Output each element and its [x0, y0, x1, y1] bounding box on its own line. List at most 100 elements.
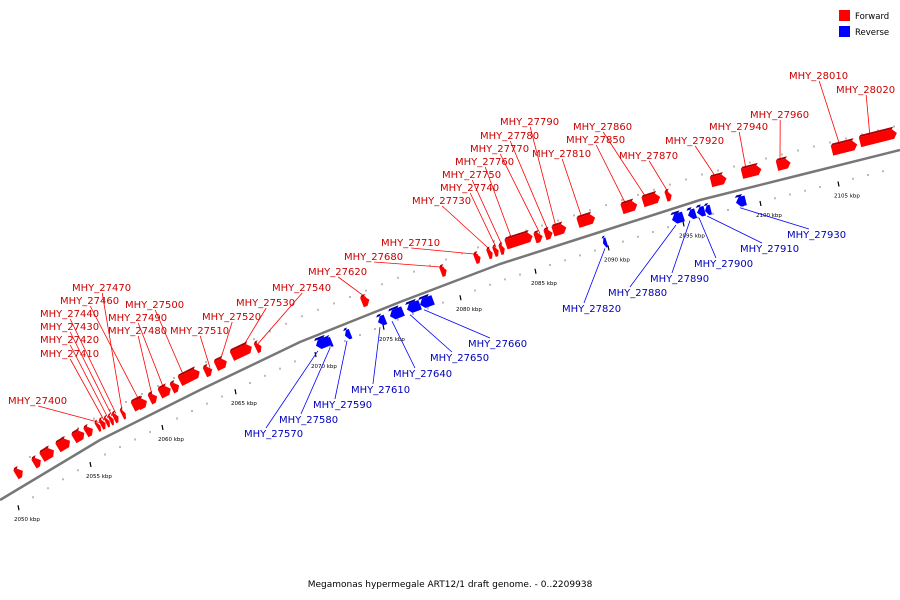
- gene-label: MHY_27890: [650, 274, 709, 285]
- gene-arrow: [736, 195, 747, 207]
- gene-mhy_27820-feature: [601, 235, 609, 248]
- gene-arrow-shade: [830, 138, 854, 146]
- gene-label: MHY_27480: [108, 326, 167, 337]
- tick-label: 2070 kbp: [311, 364, 337, 370]
- leader-line: [706, 215, 763, 244]
- gene-arrow-shade: [576, 211, 592, 219]
- gene-mhy_27920-feature: [709, 172, 727, 188]
- gene-mhy_28020-feature: [858, 126, 897, 148]
- legend-forward-label: Forward: [855, 12, 889, 22]
- gene-label: MHY_27440: [40, 309, 99, 320]
- major-tick: [534, 268, 537, 274]
- gene-label: MHY_27460: [60, 296, 119, 307]
- gene-label: MHY_27650: [430, 353, 489, 364]
- gene-arrow-shade: [253, 340, 258, 345]
- gene-arrow-shade: [504, 230, 529, 240]
- gene-arrow-shade: [858, 126, 894, 138]
- gene-arrow: [147, 393, 158, 405]
- gene-arrow: [98, 419, 106, 430]
- gene-label: MHY_27960: [750, 110, 809, 121]
- gene-mhy_27580-feature: [326, 335, 334, 347]
- backbone: [0, 148, 900, 502]
- leader-line: [561, 158, 583, 219]
- gene-mhy_27590-feature: [343, 327, 353, 340]
- gene-arrow: [620, 200, 638, 215]
- gene-label: MHY_27470: [72, 283, 131, 294]
- gene-arrow-shade: [107, 412, 111, 417]
- gene-mhy_27530-feature: [229, 341, 252, 361]
- leader-line: [469, 192, 497, 248]
- gene-mhy_27490-feature: [157, 383, 171, 399]
- gene-mhy_27460-feature: [130, 395, 146, 412]
- major-tick: [459, 295, 462, 301]
- gene-mhy_27660-feature: [418, 293, 435, 308]
- gene-mhy_27610-feature: [376, 313, 388, 326]
- gene-arrow-shade: [686, 207, 692, 211]
- gene-arrow: [473, 253, 481, 265]
- gene-arrow: [705, 204, 713, 216]
- major-tick: [682, 221, 685, 227]
- gene-arrow-shade: [439, 263, 444, 268]
- gene-arrow-shade: [94, 419, 97, 424]
- gene-arrow: [213, 358, 227, 371]
- gene-arrow: [202, 366, 213, 378]
- gene-arrow: [407, 300, 422, 313]
- gene-arrow-shade: [709, 172, 723, 178]
- gene-label: MHY_27430: [40, 322, 99, 333]
- gene-mhy_27760-feature: [504, 230, 533, 250]
- gene-mhy_27540-feature: [253, 340, 262, 354]
- tick-label: 2090 kbp: [604, 257, 630, 263]
- gene-mhy_27940-feature: [740, 162, 762, 179]
- leader-line: [101, 292, 123, 411]
- gene-arrow-shade: [734, 194, 743, 198]
- gene-mhy_27790-feature: [551, 221, 567, 237]
- gene-arrow-shade: [177, 366, 195, 378]
- major-tick: [607, 245, 610, 251]
- unlabeled-gene-feature: [71, 427, 85, 444]
- gene-arrow-shade: [620, 198, 634, 205]
- gene-label: MHY_27920: [665, 136, 724, 147]
- leader-line: [484, 166, 513, 240]
- gene-label: MHY_27770: [470, 144, 529, 155]
- leader-line: [219, 321, 233, 362]
- gene-mhy_27640-feature: [388, 305, 405, 320]
- gene-mhy_27480-feature: [147, 391, 158, 405]
- gene-arrow: [576, 214, 596, 228]
- gene-mhy_27900-feature: [695, 204, 707, 217]
- gene-mhy_27410-feature: [98, 416, 106, 430]
- gene-arrow-shade: [55, 435, 65, 444]
- gene-label: MHY_28010: [789, 71, 848, 82]
- gene-mhy_27810-feature: [576, 211, 596, 228]
- gene-arrow-shade: [71, 427, 79, 435]
- leader-line: [602, 131, 647, 198]
- leader-line: [409, 314, 453, 353]
- gene-arrow: [130, 398, 146, 412]
- gene-arrow: [697, 205, 707, 217]
- gene-label: MHY_27540: [272, 283, 331, 294]
- gene-mhy_27400-feature: [94, 419, 102, 432]
- leader-line: [671, 220, 691, 274]
- gene-arrow-shade: [405, 298, 416, 306]
- gene-arrow: [345, 328, 353, 340]
- gene-arrow-shade: [314, 334, 325, 342]
- leader-line: [391, 321, 416, 369]
- leader-line: [629, 224, 677, 288]
- gene-mhy_27870-feature: [664, 188, 672, 202]
- gene-label: MHY_27420: [40, 335, 99, 346]
- gene-arrow: [316, 335, 331, 349]
- gene-label: MHY_27400: [8, 396, 67, 407]
- gene-arrow: [533, 232, 543, 244]
- gene-arrow-shade: [388, 305, 399, 312]
- tick-label: 2085 kbp: [531, 281, 557, 287]
- gene-label: MHY_27610: [351, 385, 410, 396]
- unlabeled-gene-feature: [169, 380, 180, 394]
- leader-line: [137, 322, 165, 390]
- gene-label: MHY_27860: [573, 122, 632, 133]
- gene-label: MHY_27580: [279, 415, 338, 426]
- legend-reverse-label: Reverse: [855, 28, 889, 38]
- gene-arrow-shade: [533, 230, 539, 234]
- gene-arrow-shade: [740, 162, 758, 170]
- gene-mhy_27750-feature: [498, 242, 505, 255]
- leader-line: [499, 153, 541, 234]
